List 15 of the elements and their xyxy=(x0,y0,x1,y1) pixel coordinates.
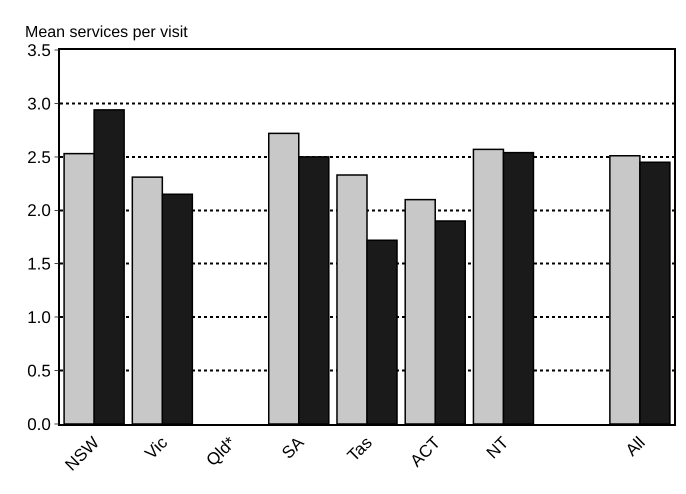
y-tick-label: 1.0 xyxy=(27,308,51,328)
y-tick-label: 2.0 xyxy=(27,201,51,220)
y-tick-label: 0.5 xyxy=(27,362,51,381)
x-tick-label: NT xyxy=(482,433,512,463)
y-tick-label: 3.0 xyxy=(27,94,51,114)
y-axis-title: Mean services per visit xyxy=(25,24,188,41)
y-tick-label: 3.5 xyxy=(27,40,51,60)
y-tick-label: 2.5 xyxy=(27,148,51,167)
x-tick-label: Vic xyxy=(141,432,172,463)
x-tick-label: SA xyxy=(278,432,308,463)
x-tick-label: Tas xyxy=(344,433,376,466)
y-tick-label: 1.5 xyxy=(27,254,51,274)
x-tick-label: All xyxy=(622,433,649,460)
x-tick-label: Qld* xyxy=(202,432,240,470)
y-tick-label: 0.0 xyxy=(27,414,51,434)
